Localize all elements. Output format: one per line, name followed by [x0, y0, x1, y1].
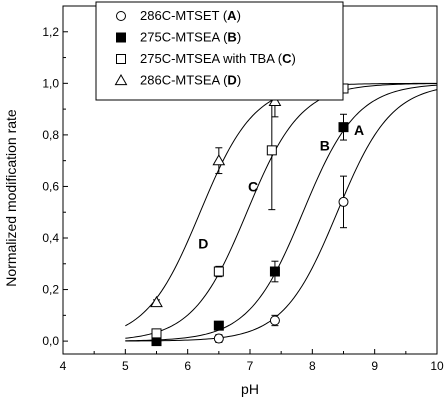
- legend-label-d: 286C-MTSEA (D): [140, 73, 241, 88]
- fit-curve-c: [125, 83, 438, 339]
- data-point-c: [151, 328, 162, 339]
- y-tick-label: 0,6: [42, 179, 59, 193]
- legend-marker-a: [116, 11, 126, 21]
- x-tick-label: 10: [430, 359, 444, 373]
- data-point-a: [269, 315, 280, 326]
- data-point-b: [338, 122, 349, 133]
- y-tick-label: 0,2: [42, 283, 59, 297]
- data-point-a: [338, 196, 349, 207]
- x-tick-label: 7: [247, 359, 254, 373]
- y-axis-title: Normalized modification rate: [3, 109, 19, 287]
- legend-label-c: 275C-MTSEA with TBA (C): [140, 51, 296, 66]
- x-axis-title: pH: [241, 381, 259, 397]
- x-tick-label: 6: [184, 359, 191, 373]
- y-tick-label: 0,8: [42, 128, 59, 142]
- data-point-d: [150, 295, 163, 308]
- data-point-c: [266, 145, 277, 156]
- data-point-a: [213, 333, 224, 344]
- legend: 286C-MTSET (A) 275C-MTSEA (B) 275C-MTSEA w…: [95, 1, 344, 101]
- curve-label-d: D: [198, 235, 208, 251]
- x-tick-label: 9: [371, 359, 378, 373]
- x-tick-label: 4: [60, 359, 67, 373]
- y-tick-label: 0,4: [42, 231, 59, 245]
- fit-curve-b: [125, 84, 438, 342]
- x-tick-label: 5: [122, 359, 129, 373]
- plot-area: A B C D: [125, 82, 438, 347]
- y-tick-label: 0,0: [42, 334, 59, 348]
- data-point-d: [212, 154, 226, 166]
- data-point-b: [213, 320, 224, 331]
- legend-box: [95, 1, 344, 101]
- x-tick-label: 8: [309, 359, 316, 373]
- legend-marker-b: [116, 32, 126, 43]
- curve-label-a: A: [354, 122, 364, 138]
- legend-marker-c: [116, 54, 126, 64]
- y-tick-label: 1,2: [42, 25, 59, 39]
- data-point-b: [269, 266, 280, 277]
- curve-label-c: C: [248, 179, 258, 195]
- data-point-c: [213, 266, 224, 277]
- legend-marker-d: [114, 73, 128, 86]
- fit-curve-a: [125, 89, 438, 342]
- legend-label-b: 275C-MTSEA (B): [140, 30, 241, 45]
- data-point-d: [268, 94, 282, 107]
- y-tick-label: 1,0: [42, 76, 59, 90]
- legend-label-a: 286C-MTSET (A): [140, 8, 241, 23]
- curve-label-b: B: [320, 137, 330, 153]
- fit-curve-d: [125, 82, 438, 327]
